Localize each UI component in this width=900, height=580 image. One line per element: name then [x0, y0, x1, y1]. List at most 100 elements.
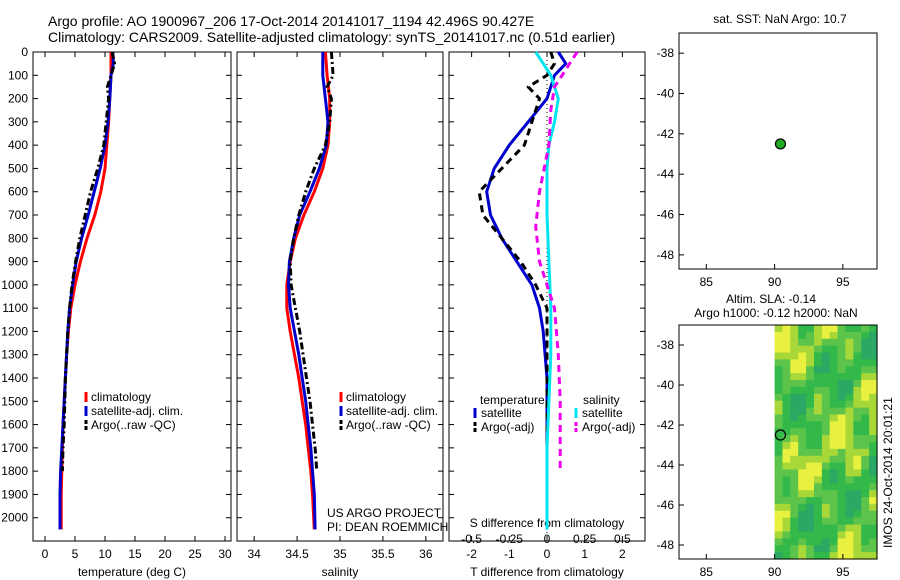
- x-tick-label: 35: [333, 547, 347, 561]
- y-tick-label: 1700: [1, 441, 28, 455]
- sla-cell: [869, 510, 878, 519]
- sla-cell: [782, 373, 791, 381]
- x-tick-label: -2: [466, 547, 477, 561]
- sla-cell: [837, 503, 847, 512]
- sla-cell: [814, 393, 823, 402]
- sla-cell: [798, 421, 807, 429]
- x-tick-label: 15: [128, 547, 142, 561]
- sla-cell: [806, 552, 815, 560]
- sla-cell: [869, 428, 878, 436]
- sla-cell: [845, 428, 854, 436]
- sla-cell: [798, 455, 807, 464]
- sla-cell: [837, 414, 847, 422]
- title-line-1: Argo profile: AO 1900967_206 17-Oct-2014…: [48, 13, 535, 29]
- sla-cell: [861, 462, 870, 471]
- sla-cell: [790, 331, 799, 340]
- sla-cell: [798, 359, 807, 367]
- sla-cell: [829, 338, 839, 347]
- sla-cell: [869, 442, 878, 450]
- sla-cell: [821, 517, 831, 526]
- sla-cell: [853, 421, 862, 429]
- sla-cell: [782, 503, 791, 512]
- map-y-tick-label: -48: [657, 248, 675, 262]
- sla-cell: [861, 531, 870, 539]
- sla-cell: [845, 531, 854, 539]
- sla-cell: [782, 476, 791, 484]
- sla-cell: [798, 352, 807, 360]
- sla-cell: [774, 414, 784, 422]
- sla-cell: [869, 373, 878, 381]
- sla-cell: [790, 490, 799, 498]
- sla-cell: [829, 510, 839, 519]
- sla-cell: [774, 393, 784, 402]
- x-tick-label: -1: [504, 547, 515, 561]
- sla-cell: [774, 462, 784, 471]
- sla-cell: [806, 497, 815, 505]
- sla-cell: [821, 331, 831, 340]
- sla-cell: [798, 462, 807, 471]
- sla-cell: [845, 442, 854, 450]
- sla-cell: [774, 359, 784, 367]
- sla-cell: [853, 435, 862, 443]
- sla-cell: [774, 483, 784, 491]
- sla-cell: [861, 510, 870, 519]
- sla-cell: [829, 490, 839, 498]
- sla-cell: [782, 469, 791, 477]
- sla-cell: [798, 414, 807, 422]
- sla-cell: [821, 545, 831, 553]
- sla-cell: [821, 428, 831, 436]
- sla-cell: [790, 476, 799, 484]
- sla-cell: [814, 538, 823, 546]
- top-tick-label: -0.5: [461, 532, 482, 546]
- sla-cell: [782, 331, 791, 340]
- sla-cell: [774, 552, 784, 560]
- sla-cell: [837, 490, 847, 498]
- sla-cell: [829, 497, 839, 505]
- sla-cell: [821, 352, 831, 360]
- sla-cell: [869, 538, 878, 546]
- sla-cell: [837, 442, 847, 450]
- sla-cell: [814, 448, 823, 457]
- sla-cell: [861, 552, 870, 560]
- sla-cell: [806, 428, 815, 436]
- sla-cell: [845, 373, 854, 381]
- y-tick-label: 600: [8, 185, 28, 199]
- sla-cell: [814, 352, 823, 360]
- series-line-temperature-satellite: [485, 51, 568, 530]
- legend-label: satellite: [582, 406, 623, 420]
- sla-cell: [782, 442, 791, 450]
- y-tick-label: 1900: [1, 487, 28, 501]
- sla-cell: [869, 331, 878, 340]
- sla-cell: [814, 531, 823, 539]
- sla-cell: [845, 490, 854, 498]
- sla-cell: [853, 510, 862, 519]
- sla-cell: [861, 373, 870, 381]
- sla-cell: [861, 469, 870, 477]
- sla-cell: [845, 393, 854, 402]
- map-x-tick-label: 85: [700, 275, 714, 289]
- sla-cell: [869, 325, 878, 333]
- sla-cell: [774, 435, 784, 443]
- sla-cell: [774, 386, 784, 395]
- sla-cell: [853, 380, 862, 388]
- sla-cell: [853, 331, 862, 340]
- sla-cell: [814, 524, 823, 533]
- sla-cell: [821, 503, 831, 512]
- sla-cell: [853, 490, 862, 498]
- sla-cell: [782, 510, 791, 519]
- sla-cell: [774, 325, 784, 333]
- sla-cell: [782, 524, 791, 533]
- sla-cell: [829, 393, 839, 402]
- sla-cell: [845, 352, 854, 360]
- sla-cell: [774, 490, 784, 498]
- sla-cell: [837, 455, 847, 464]
- y-tick-label: 100: [8, 68, 28, 82]
- sla-cell: [774, 538, 784, 546]
- sla-cell: [821, 455, 831, 464]
- sla-cell: [806, 490, 815, 498]
- map-y-tick-label: -42: [657, 418, 675, 432]
- series-line-climatology: [285, 51, 332, 530]
- map-frame-bottom: [678, 324, 878, 560]
- x-tick-label: 0: [42, 547, 49, 561]
